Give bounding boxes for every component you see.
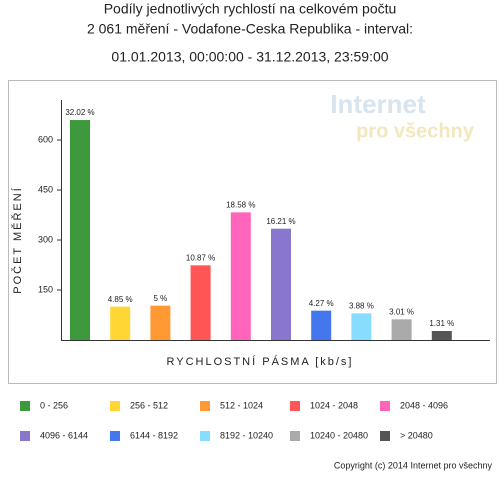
legend-label: 512 - 1024 bbox=[220, 400, 263, 410]
legend-swatch bbox=[380, 431, 390, 441]
data-label: 32.02 % bbox=[65, 108, 94, 117]
legend-swatch bbox=[290, 401, 300, 411]
legend-swatch bbox=[110, 431, 120, 441]
data-label: 4.85 % bbox=[108, 295, 133, 304]
legend-label: 6144 - 8192 bbox=[130, 430, 178, 440]
legend-label: 4096 - 6144 bbox=[40, 430, 88, 440]
bar bbox=[311, 310, 332, 340]
y-tick-label: 600 bbox=[38, 134, 53, 144]
legend-swatch bbox=[110, 401, 120, 411]
legend-label: 1024 - 2048 bbox=[310, 400, 358, 410]
data-label: 3.01 % bbox=[389, 307, 414, 316]
bar bbox=[150, 305, 171, 340]
legend-label: 8192 - 10240 bbox=[220, 430, 273, 440]
legend-swatch bbox=[20, 431, 30, 441]
copyright: Copyright (c) 2014 Internet pro všechny bbox=[334, 460, 493, 470]
bar bbox=[230, 212, 251, 340]
data-label: 1.31 % bbox=[429, 319, 454, 328]
bar bbox=[431, 331, 452, 340]
data-label: 5 % bbox=[154, 294, 168, 303]
legend-swatch bbox=[200, 431, 210, 441]
data-label: 4.27 % bbox=[309, 299, 334, 308]
legend-label: 0 - 256 bbox=[40, 400, 68, 410]
watermark: pro všechny bbox=[356, 120, 475, 142]
legend-label: > 20480 bbox=[400, 430, 433, 440]
watermark: Internet bbox=[330, 89, 426, 119]
y-tick-label: 300 bbox=[38, 234, 53, 244]
legend-swatch bbox=[290, 431, 300, 441]
data-label: 10.87 % bbox=[186, 253, 215, 262]
legend-swatch bbox=[20, 401, 30, 411]
legend-swatch bbox=[380, 401, 390, 411]
bar bbox=[190, 265, 211, 340]
legend-swatch bbox=[200, 401, 210, 411]
legend-label: 256 - 512 bbox=[130, 400, 168, 410]
y-axis-label: POČET MĚŘENÍ bbox=[11, 186, 24, 294]
bar bbox=[271, 228, 291, 340]
chart-title: Podíly jednotlivých rychlostí na celkové… bbox=[104, 1, 397, 17]
x-axis-label: RYCHLOSTNÍ PÁSMA [kb/s] bbox=[166, 355, 353, 368]
y-tick-label: 150 bbox=[38, 284, 53, 294]
data-label: 16.21 % bbox=[266, 217, 295, 226]
bar bbox=[391, 319, 412, 340]
legend-label: 2048 - 4096 bbox=[400, 400, 448, 410]
data-label: 3.88 % bbox=[349, 301, 374, 310]
bar bbox=[70, 120, 90, 340]
data-label: 18.58 % bbox=[226, 200, 255, 209]
chart-title: 01.01.2013, 00:00:00 - 31.12.2013, 23:59… bbox=[111, 49, 388, 65]
bar bbox=[351, 313, 372, 340]
chart-title: 2 061 měření - Vodafone-Ceska Republika … bbox=[87, 21, 413, 37]
legend-label: 10240 - 20480 bbox=[310, 430, 368, 440]
y-tick-label: 450 bbox=[38, 184, 53, 194]
bar bbox=[110, 306, 131, 340]
